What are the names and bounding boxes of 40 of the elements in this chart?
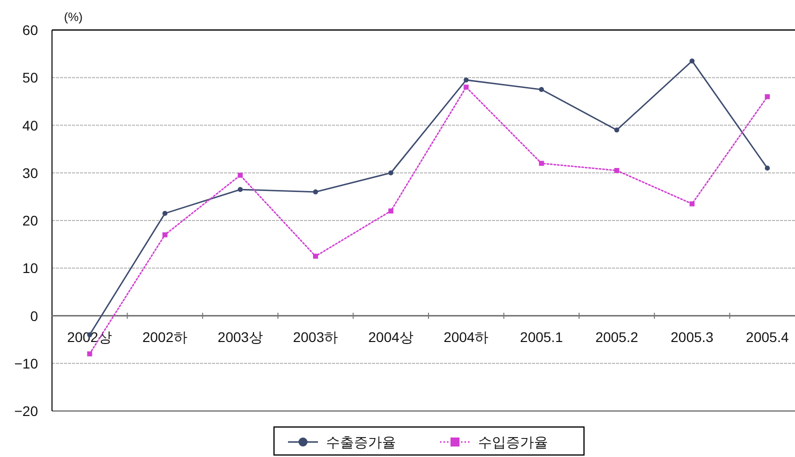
y-axis-title: (%) xyxy=(64,10,83,24)
point xyxy=(162,210,168,216)
x-tick-label: 2005.2 xyxy=(595,328,638,345)
x-tick-label: 2003상 xyxy=(218,328,263,345)
x-tick-label: 2005.1 xyxy=(520,328,564,345)
point xyxy=(162,232,168,238)
x-tick-label: 2002하 xyxy=(142,328,188,345)
point xyxy=(614,168,620,173)
x-tick-label: 2004하 xyxy=(444,328,489,345)
point xyxy=(764,94,770,100)
point xyxy=(313,189,318,194)
y-tick-label: 60 xyxy=(22,22,38,38)
y-tick-label: 50 xyxy=(22,70,38,86)
point xyxy=(464,78,469,83)
point xyxy=(87,351,92,356)
y-tick-label: 20 xyxy=(22,212,38,228)
point xyxy=(388,208,394,214)
x-tick-label: 2005.3 xyxy=(670,328,714,345)
x-tick-label: 2004상 xyxy=(368,328,414,345)
point xyxy=(238,187,243,192)
point xyxy=(538,160,544,166)
point xyxy=(690,58,695,64)
y-tick-label: 0 xyxy=(30,308,38,324)
point xyxy=(690,201,695,206)
point xyxy=(238,172,243,178)
y-tick-label: −20 xyxy=(14,403,38,419)
x-tick-label: 2005.4 xyxy=(746,328,789,345)
x-tick-label: 2003하 xyxy=(292,328,338,345)
point xyxy=(313,254,318,259)
point xyxy=(538,87,544,92)
point xyxy=(764,166,770,171)
point xyxy=(464,84,469,90)
y-tick-label: 10 xyxy=(22,260,38,276)
y-tick-label: −10 xyxy=(14,355,38,372)
point xyxy=(614,128,620,133)
point xyxy=(388,170,394,176)
y-tick-label: 30 xyxy=(22,164,38,181)
legend-label: 수출증가율 xyxy=(326,434,396,450)
legend-label: 수입증가율 xyxy=(478,434,548,450)
y-tick-label: 40 xyxy=(22,117,38,134)
